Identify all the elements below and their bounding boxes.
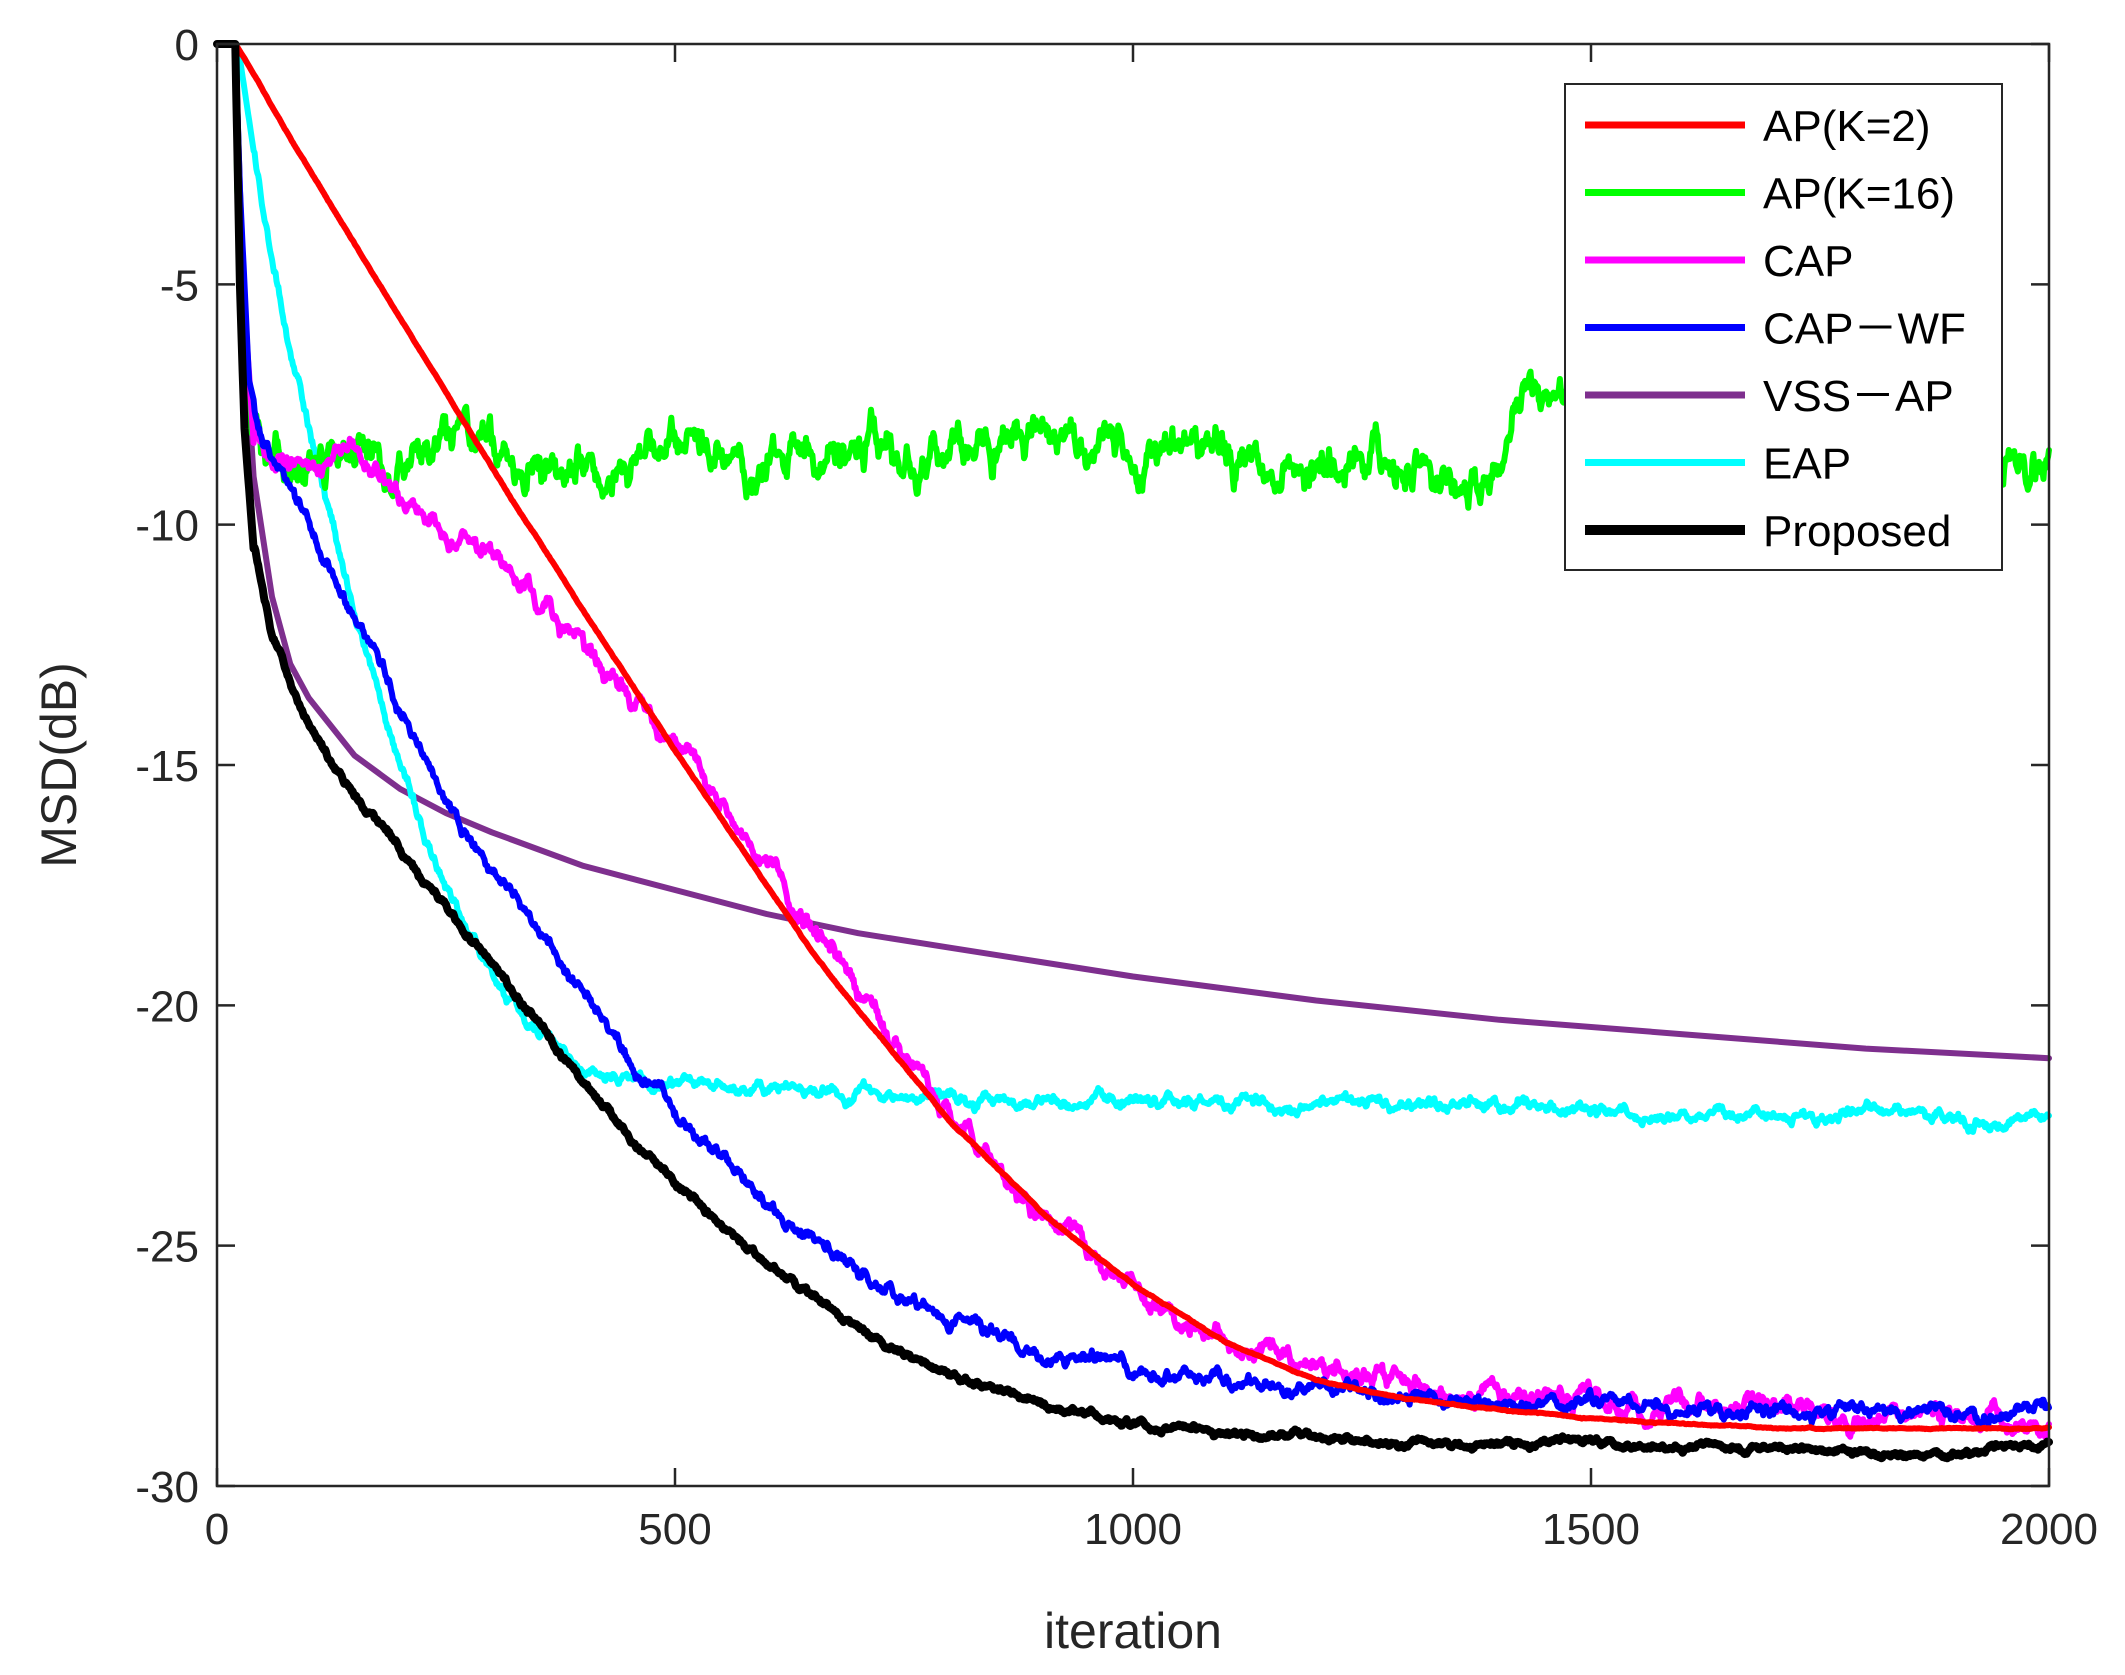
legend-label-1: AP(K=16) xyxy=(1763,170,1955,219)
series-line-5 xyxy=(214,41,2052,1135)
x-tick-label: 1500 xyxy=(1542,1505,1640,1554)
series-line-2 xyxy=(214,41,2052,1441)
y-axis-ticks: 0 -5 -10 -15 -20 -25 -30 xyxy=(135,21,2049,1512)
y-tick-label: -30 xyxy=(135,1463,199,1512)
legend: AP(K=2) AP(K=16) CAP CAP－WF VSS－AP EAP Propose… xyxy=(1564,83,2003,571)
y-tick-label: -25 xyxy=(135,1223,199,1272)
y-tick-label: -10 xyxy=(135,502,199,551)
series-line-4 xyxy=(214,41,2052,1062)
x-tick-label: 1000 xyxy=(1084,1505,1182,1554)
y-tick-label: 0 xyxy=(175,21,199,70)
x-tick-label: 0 xyxy=(205,1505,229,1554)
x-axis-title: iteration xyxy=(1044,1603,1222,1659)
legend-label-5: EAP xyxy=(1763,440,1851,489)
y-tick-label: -5 xyxy=(160,261,199,310)
x-axis-ticks: 0 500 1000 1500 2000 xyxy=(205,44,2098,1554)
legend-label-2: CAP xyxy=(1763,237,1853,286)
y-tick-label: -15 xyxy=(135,742,199,791)
y-tick-label: -20 xyxy=(135,982,199,1031)
series-line-0 xyxy=(214,41,2052,1433)
legend-label-6: Proposed xyxy=(1763,507,1951,556)
legend-label-4: VSS－AP xyxy=(1763,372,1954,421)
x-tick-label: 2000 xyxy=(2000,1505,2098,1554)
x-tick-label: 500 xyxy=(638,1505,711,1554)
legend-label-3: CAP－WF xyxy=(1763,305,1966,354)
y-axis-title: MSD(dB) xyxy=(31,662,87,868)
plot-series xyxy=(213,40,2053,1463)
series-line-6 xyxy=(213,40,2053,1463)
legend-label-0: AP(K=2) xyxy=(1763,102,1931,151)
series-line-3 xyxy=(214,41,2052,1428)
